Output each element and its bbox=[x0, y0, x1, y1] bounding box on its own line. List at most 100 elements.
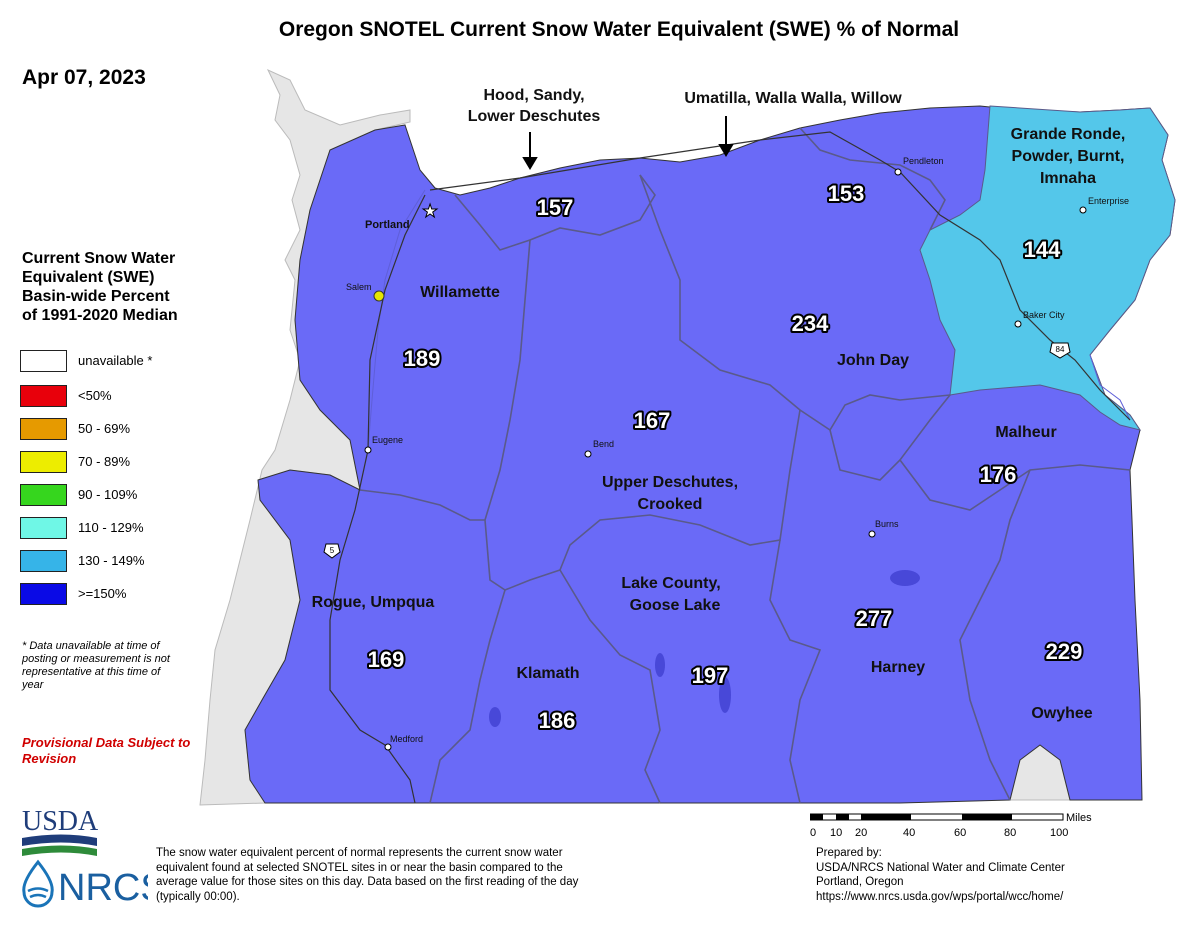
usda-swoosh bbox=[22, 834, 97, 846]
basin-value: 186 bbox=[539, 708, 576, 733]
scale-tick: 10 bbox=[830, 827, 842, 839]
boundary-line bbox=[829, 394, 951, 481]
highway-i5 bbox=[329, 194, 426, 804]
city-marker bbox=[584, 450, 592, 458]
scale-tick: 100 bbox=[1050, 827, 1068, 839]
basin-value: 277 bbox=[856, 606, 893, 631]
city-marker bbox=[1014, 320, 1022, 328]
boundary-line bbox=[799, 127, 946, 231]
scale-tick: 60 bbox=[954, 827, 966, 839]
legend-label: >=150% bbox=[78, 586, 127, 601]
scale-segment bbox=[962, 814, 1012, 820]
basin-boundaries bbox=[359, 127, 1131, 804]
scale-bar-outline bbox=[810, 813, 1064, 821]
prepared-by: Prepared by: USDA/NRCS National Water an… bbox=[816, 846, 1116, 904]
legend-swatch bbox=[20, 350, 67, 372]
map-title: Oregon SNOTEL Current Snow Water Equival… bbox=[278, 18, 960, 41]
legend-title: Current Snow Water Equivalent (SWE) Basi… bbox=[22, 249, 178, 325]
basin-label: Malheur bbox=[995, 424, 1056, 441]
legend-label: 130 - 149% bbox=[78, 553, 145, 568]
boundary-line bbox=[959, 469, 1031, 801]
capital-icon bbox=[373, 290, 385, 302]
city-bend: Bend bbox=[593, 439, 614, 449]
basin-label: Goose Lake bbox=[630, 597, 721, 614]
scale-tick: 20 bbox=[855, 827, 867, 839]
basin-label: Owyhee bbox=[1031, 705, 1092, 722]
city-portland: Portland bbox=[365, 219, 410, 231]
basin-label: Umatilla, Walla Walla, Willow bbox=[684, 90, 902, 107]
legend-swatch bbox=[20, 517, 67, 539]
legend-swatch bbox=[20, 385, 67, 407]
basin-value: 189 bbox=[404, 346, 441, 371]
basin-label: Lake County, bbox=[621, 575, 720, 592]
lake bbox=[890, 570, 920, 586]
scale-tick: 0 bbox=[810, 827, 816, 839]
boundary-line bbox=[484, 239, 801, 591]
legend-title-line: of 1991-2020 Median bbox=[22, 307, 178, 324]
arrow-head bbox=[522, 157, 538, 170]
basin-label: Lower Deschutes bbox=[468, 108, 601, 125]
basin-value: 167 bbox=[634, 408, 671, 433]
scale-unit: Miles bbox=[1066, 812, 1092, 824]
basin-label: Crooked bbox=[638, 496, 703, 513]
legend-swatch bbox=[20, 451, 67, 473]
usda-logo: USDA bbox=[22, 806, 99, 856]
basin-label: John Day bbox=[837, 352, 909, 369]
boundary-line bbox=[429, 589, 506, 804]
basin-labels: Hood, Sandy, Lower Deschutes Umatilla, W… bbox=[312, 87, 1126, 722]
description-text: The snow water equivalent percent of nor… bbox=[156, 847, 579, 903]
lakes bbox=[489, 570, 920, 727]
shield-icon bbox=[323, 543, 341, 559]
highway-shields: 5 84 bbox=[323, 342, 1071, 559]
city-marker bbox=[384, 743, 392, 751]
usda-swoosh bbox=[22, 845, 97, 856]
legend-label: <50% bbox=[78, 388, 112, 403]
legend-title-line: Current Snow Water bbox=[22, 250, 176, 267]
basin-value: 229 bbox=[1046, 639, 1083, 664]
city-salem: Salem bbox=[346, 282, 372, 292]
basin-label: Upper Deschutes, bbox=[602, 474, 738, 491]
scale-tick: 40 bbox=[903, 827, 915, 839]
city-pendleton: Pendleton bbox=[903, 156, 944, 166]
provisional-notice: Provisional Data Subject to Revision bbox=[22, 735, 191, 766]
water-drop-icon bbox=[22, 859, 54, 908]
boundary-line bbox=[639, 174, 951, 432]
scale-bar: Miles 0 10 20 40 60 80 100 bbox=[810, 812, 1092, 839]
city-eugene: Eugene bbox=[372, 435, 403, 445]
legend-label: 110 - 129% bbox=[78, 520, 144, 535]
shield-label: 84 bbox=[1056, 345, 1065, 354]
water-wave bbox=[29, 893, 47, 899]
scale-segment bbox=[861, 814, 911, 820]
basin-grande-ronde bbox=[919, 105, 1176, 431]
legend-swatch bbox=[20, 550, 67, 572]
legend-label: 90 - 109% bbox=[78, 487, 138, 502]
lake bbox=[655, 653, 665, 677]
prepared-line: USDA/NRCS National Water and Climate Cen… bbox=[816, 861, 1065, 874]
scale-segment bbox=[810, 814, 823, 820]
city-marker bbox=[868, 530, 876, 538]
basin-value: 144 bbox=[1024, 237, 1061, 262]
basin-value: 157 bbox=[537, 195, 574, 220]
basin-value: 176 bbox=[980, 462, 1017, 487]
city-enterprise: Enterprise bbox=[1088, 196, 1129, 206]
nrcs-logo: NRCS bbox=[22, 859, 148, 908]
basin-values: 157 153 144 189 234 167 176 169 197 186 … bbox=[366, 179, 1085, 735]
usda-logo-text: USDA bbox=[22, 806, 99, 837]
legend-title-line: Equivalent (SWE) bbox=[22, 269, 155, 286]
basin-value: 153 bbox=[828, 181, 865, 206]
star-icon: ★ bbox=[422, 201, 438, 221]
basin-value: 197 bbox=[692, 663, 729, 688]
city-marker bbox=[894, 168, 902, 176]
boundary-line bbox=[359, 489, 485, 521]
boundary-line bbox=[899, 459, 1131, 511]
basin-label: Imnaha bbox=[1040, 170, 1096, 187]
city-marker bbox=[1079, 206, 1087, 214]
map-date: Apr 07, 2023 bbox=[22, 66, 146, 89]
legend-swatch bbox=[20, 484, 67, 506]
city-medford: Medford bbox=[390, 734, 423, 744]
basin-label: Rogue, Umpqua bbox=[312, 594, 435, 611]
basin-value: 169 bbox=[368, 647, 405, 672]
prepared-link[interactable]: https://www.nrcs.usda.gov/wps/portal/wcc… bbox=[816, 890, 1064, 903]
legend-label: 50 - 69% bbox=[78, 421, 131, 436]
